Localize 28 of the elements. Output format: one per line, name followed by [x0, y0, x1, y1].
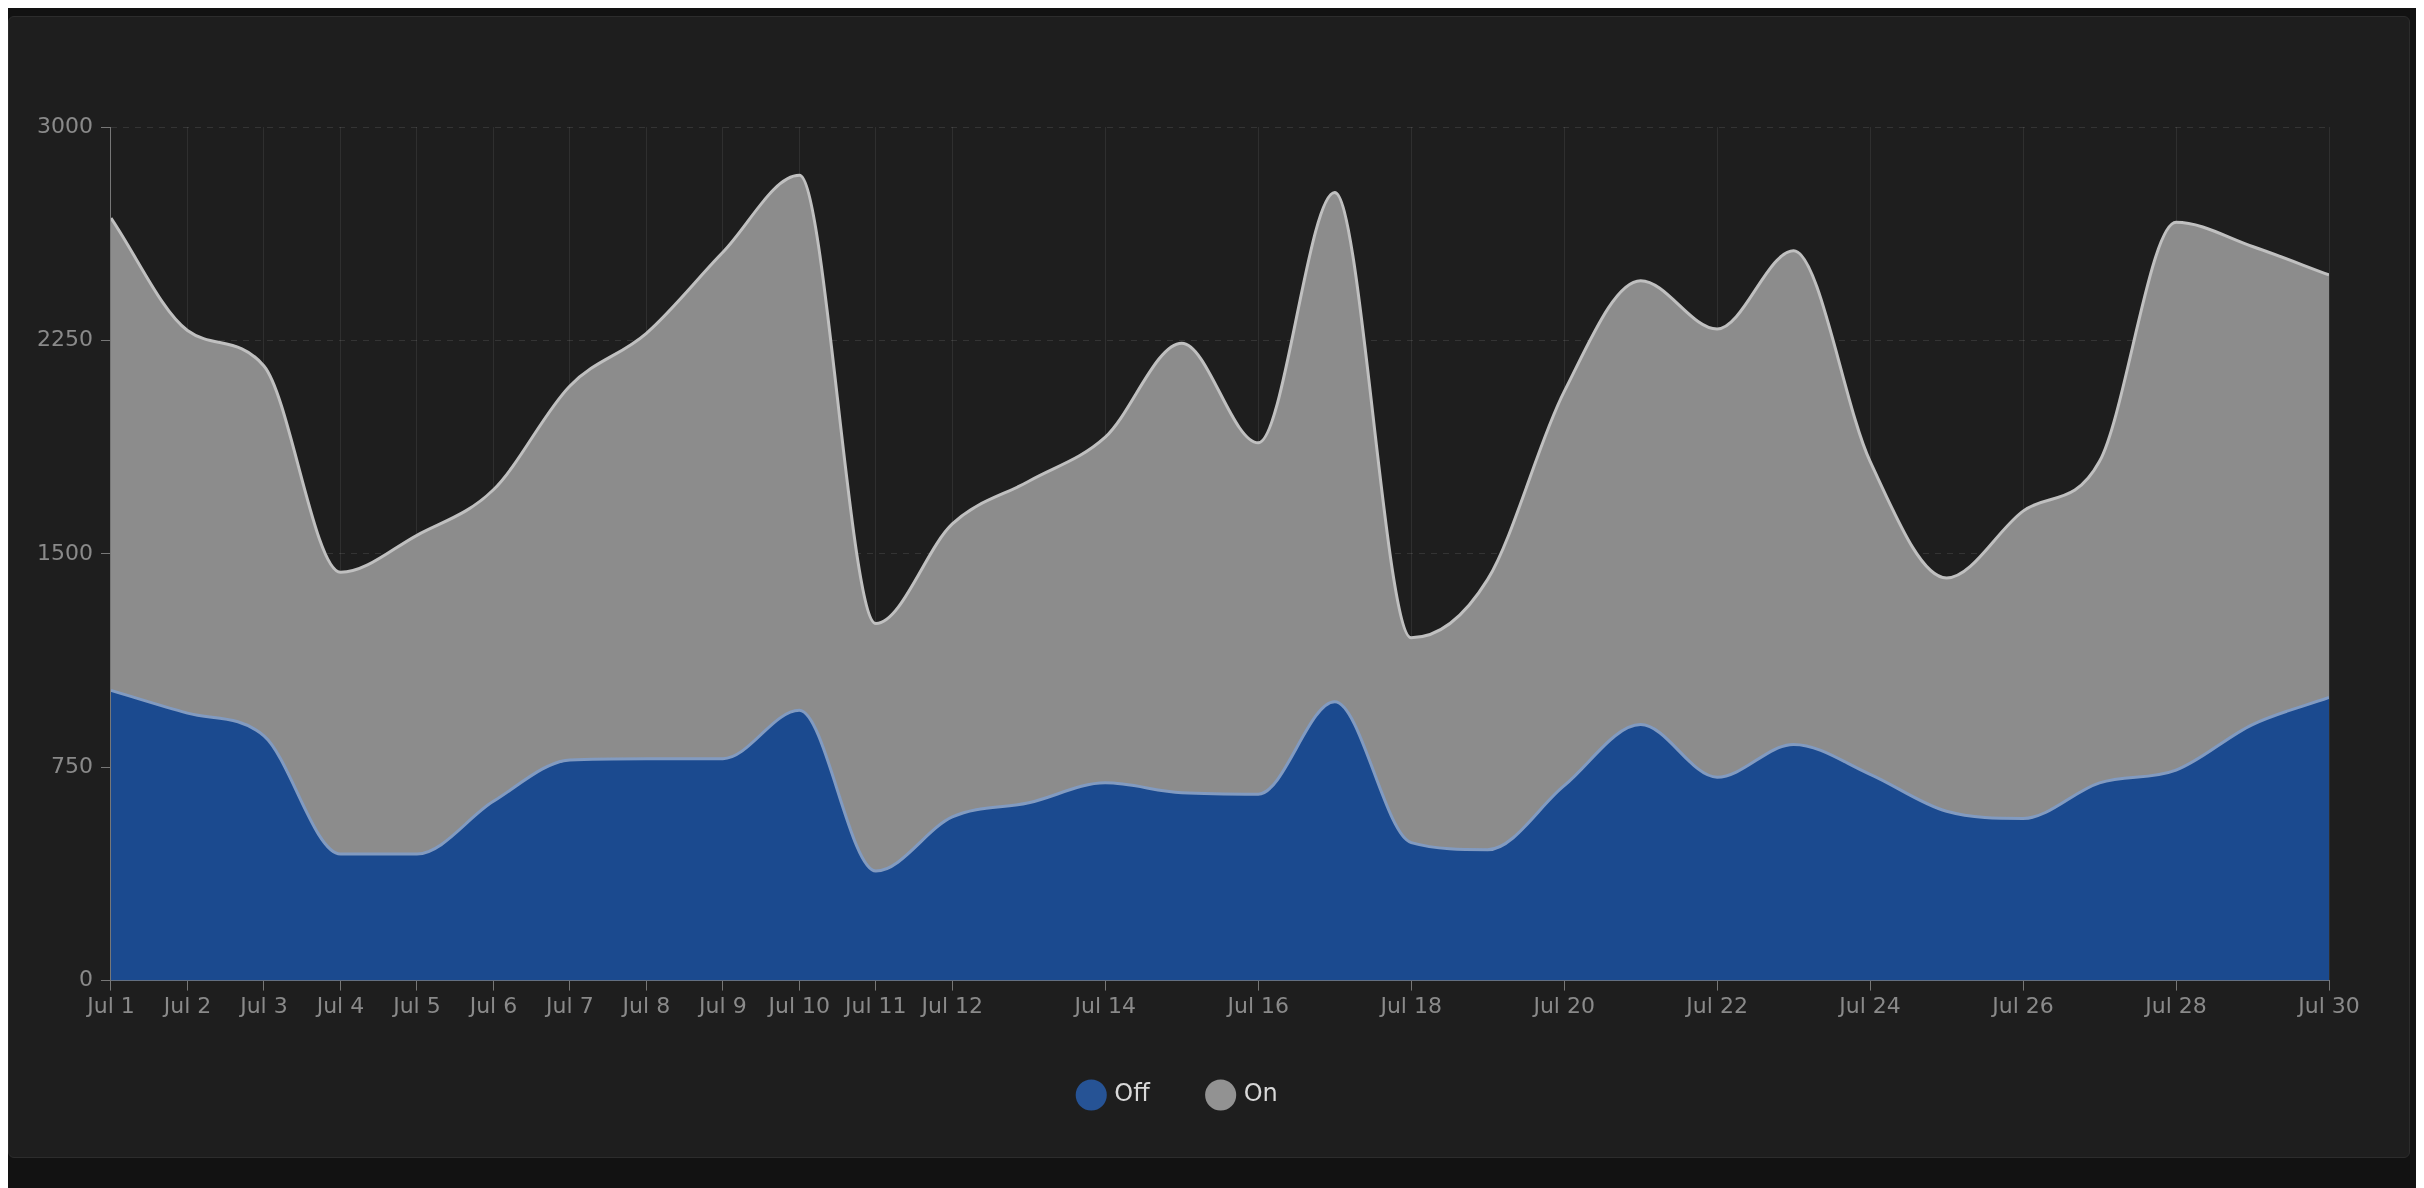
x-tick-label: Jul 28 — [2143, 992, 2207, 1018]
x-tick-label: Jul 1 — [85, 992, 135, 1018]
x-tick-label: Jul 20 — [1531, 992, 1595, 1018]
y-tick-label: 1500 — [36, 539, 93, 565]
y-tick-label: 2250 — [36, 326, 93, 352]
x-tick-label: Jul 6 — [467, 992, 518, 1018]
x-tick-label: Jul 12 — [919, 992, 984, 1018]
x-tick-label: Jul 14 — [1072, 992, 1137, 1018]
legend-label: Off — [1114, 1079, 1151, 1108]
x-tick-label: Jul 16 — [1225, 992, 1289, 1018]
y-tick-label: 3000 — [36, 112, 93, 138]
legend-label: On — [1243, 1079, 1278, 1108]
x-tick-label: Jul 11 — [843, 992, 907, 1018]
x-tick-label: Jul 30 — [2296, 992, 2360, 1018]
x-tick-label: Jul 3 — [238, 992, 288, 1018]
x-tick-label: Jul 22 — [1684, 992, 1748, 1018]
x-tick-label: Jul 7 — [544, 992, 594, 1018]
x-tick-label: Jul 9 — [697, 992, 747, 1018]
x-tick-label: Jul 5 — [391, 992, 441, 1018]
x-tick-label: Jul 10 — [766, 992, 831, 1018]
x-tick-label: Jul 26 — [1990, 992, 2054, 1018]
x-tick-label: Jul 2 — [161, 992, 212, 1018]
x-tick-label: Jul 18 — [1378, 992, 1442, 1018]
x-tick-label: Jul 24 — [1837, 992, 1901, 1018]
x-tick-label: Jul 4 — [314, 992, 365, 1018]
y-tick-label: 750 — [50, 752, 93, 778]
x-tick-label: Jul 8 — [620, 992, 671, 1018]
y-tick-label: 0 — [78, 966, 93, 992]
